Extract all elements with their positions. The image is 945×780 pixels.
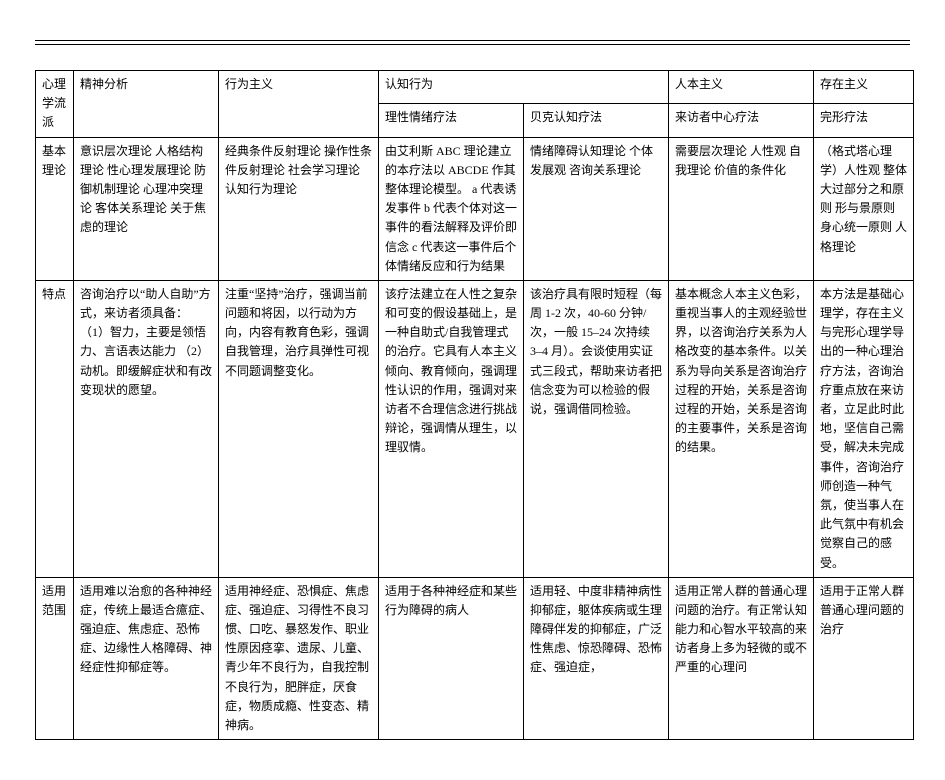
cell: 该治疗具有限时短程（每周 1-2 次，40-60 分钟/次，一般 15–24 次… — [524, 280, 669, 577]
cell: 情绪障碍认知理论 个体发展观 咨询关系理论 — [524, 137, 669, 280]
cell: 适用难以治愈的各种神经症，传统上最适合癔症、强迫症、焦虑症、恐怖症、边缘性人格障… — [74, 577, 219, 740]
cell: （格式塔心理学）人性观 整体大过部分之和原则 形与景原则 身心统一原则 人格理论 — [814, 137, 914, 280]
header-row-1: 心理学流派 精神分析 行为主义 认知行为 人本主义 存在主义 — [36, 71, 914, 104]
page-divider-top — [35, 40, 910, 41]
page-divider-bottom — [35, 44, 910, 45]
cell: 由艾利斯 ABC 理论建立的本疗法以 ABCDE 作其整体理论模型。 a 代表诱… — [379, 137, 524, 280]
cell: 本方法是基础心理学，存在主义与完形心理学导出的一种心理治疗方法，咨询治疗重点放在… — [814, 280, 914, 577]
cell: 适用神经症、恐惧症、焦虑症、强迫症、习得性不良习惯、口吃、暴怒发作、职业性原因痉… — [219, 577, 379, 740]
table-row: 基本理论 意识层次理论 人格结构理论 性心理发展理论 防御机制理论 心理冲突理论… — [36, 137, 914, 280]
row-label: 特点 — [36, 280, 74, 577]
table-row: 适用范围 适用难以治愈的各种神经症，传统上最适合癔症、强迫症、焦虑症、恐怖症、边… — [36, 577, 914, 740]
cell: 适用轻、中度非精神病性抑郁症，躯体疾病或生理障碍伴发的抑郁症，广泛性焦虑、惊恐障… — [524, 577, 669, 740]
header-col3-group: 认知行为 — [379, 71, 669, 104]
table-row: 特点 咨询治疗以“助人自助”方式，来访者须具备： （1）智力，主要是领悟力、言语… — [36, 280, 914, 577]
table-body: 基本理论 意识层次理论 人格结构理论 性心理发展理论 防御机制理论 心理冲突理论… — [36, 137, 914, 740]
header-col1: 精神分析 — [74, 71, 219, 138]
header-col2: 行为主义 — [219, 71, 379, 138]
cell: 注重“坚持”治疗，强调当前问题和将因，以行动为方向，内容有教育色彩，强调自我管理… — [219, 280, 379, 577]
cell: 需要层次理论 人性观 自我理论 价值的条件化 — [669, 137, 814, 280]
header-col5a: 完形疗法 — [814, 104, 914, 137]
cell: 经典条件反射理论 操作性条件反射理论 社会学习理论 认知行为理论 — [219, 137, 379, 280]
cell: 意识层次理论 人格结构理论 性心理发展理论 防御机制理论 心理冲突理论 客体关系… — [74, 137, 219, 280]
header-col5-group: 存在主义 — [814, 71, 914, 104]
header-col4-group: 人本主义 — [669, 71, 814, 104]
row-label: 适用范围 — [36, 577, 74, 740]
header-col4a: 来访者中心疗法 — [669, 104, 814, 137]
therapy-comparison-table: 心理学流派 精神分析 行为主义 认知行为 人本主义 存在主义 理性情绪疗法 贝克… — [35, 70, 914, 740]
cell: 适用于正常人群普通心理问题的治疗 — [814, 577, 914, 740]
header-row-label: 心理学流派 — [36, 71, 74, 138]
header-col3b: 贝克认知疗法 — [524, 104, 669, 137]
row-label: 基本理论 — [36, 137, 74, 280]
cell: 该疗法建立在人性之复杂和可变的假设基础上，是一种自助式/自我管理式的治疗。它具有… — [379, 280, 524, 577]
header-col3a: 理性情绪疗法 — [379, 104, 524, 137]
cell: 咨询治疗以“助人自助”方式，来访者须具备： （1）智力，主要是领悟力、言语表达能… — [74, 280, 219, 577]
cell: 适用正常人群的普通心理问题的治疗。有正常认知能力和心智水平较高的来访者身上多为轻… — [669, 577, 814, 740]
cell: 适用于各种神经症和某些行为障碍的病人 — [379, 577, 524, 740]
cell: 基本概念人本主义色彩，重视当事人的主观经验世界，以咨询治疗关系为人格改变的基本条… — [669, 280, 814, 577]
